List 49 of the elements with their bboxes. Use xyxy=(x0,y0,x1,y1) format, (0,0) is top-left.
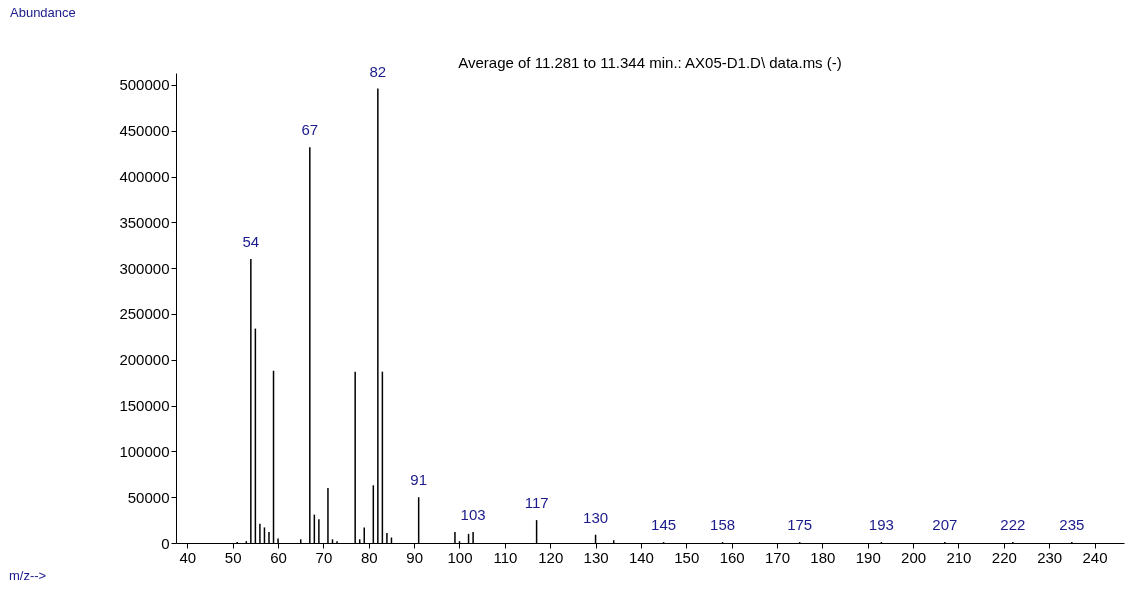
annotation: 130 xyxy=(583,508,609,526)
x-tick-label: 150 xyxy=(674,548,700,566)
text: m/z--> xyxy=(9,568,47,583)
x-tick-label: 80 xyxy=(360,548,378,566)
x-tick-label: 190 xyxy=(855,548,881,566)
annotation: 145 xyxy=(651,516,677,534)
annotation: 207 xyxy=(932,516,958,534)
x-tick-label: 170 xyxy=(764,548,791,566)
annotation: 193 xyxy=(868,516,894,534)
y-tick-label: 300000 xyxy=(119,259,170,277)
y-tick-label: 500000 xyxy=(119,76,170,94)
y-tick-label: 50000 xyxy=(127,488,170,506)
chart-title: Average of 11.281 to 11.344 min.: AX05-D1.D\ data.ms (-) xyxy=(458,54,842,71)
x-tick-label: 120 xyxy=(538,548,564,566)
x-tick-label: 60 xyxy=(270,548,287,566)
annotation: 158 xyxy=(710,516,736,534)
x-tick-label: 130 xyxy=(583,548,609,566)
x-tick-label: 110 xyxy=(493,548,518,566)
annotation: 175 xyxy=(787,516,813,534)
y-tick-label: 350000 xyxy=(119,213,170,231)
x-tick-label: 200 xyxy=(901,548,927,566)
x-tick-label: 40 xyxy=(179,548,197,566)
annotation: 67 xyxy=(301,121,319,139)
annotation: 82 xyxy=(369,62,387,80)
x-tick-label: 140 xyxy=(628,548,654,566)
y-tick-label: 450000 xyxy=(119,122,170,140)
annotation: 103 xyxy=(460,506,486,524)
y-tick-label: 400000 xyxy=(119,168,170,186)
annotation: 117 xyxy=(524,494,549,512)
x-tick-label: 210 xyxy=(946,548,972,566)
x-tick-label: 160 xyxy=(719,548,745,566)
annotation: 54 xyxy=(242,232,260,250)
y-tick-label: 200000 xyxy=(119,351,170,369)
annotation: 222 xyxy=(1000,516,1026,534)
x-tick-label: 180 xyxy=(810,548,836,566)
y-tick-label: 150000 xyxy=(119,397,170,415)
x-tick-label: 240 xyxy=(1082,548,1108,566)
y-tick-label: 0 xyxy=(161,534,170,552)
x-tick-label: 100 xyxy=(447,548,473,566)
text: Abundance xyxy=(10,5,76,20)
x-tick-label: 230 xyxy=(1037,548,1063,566)
x-tick-label: 50 xyxy=(224,548,242,566)
x-tick-label: 90 xyxy=(406,548,423,566)
annotation: 91 xyxy=(410,471,428,489)
annotation: 235 xyxy=(1059,516,1085,534)
y-tick-label: 250000 xyxy=(119,305,170,323)
x-tick-label: 70 xyxy=(315,548,333,566)
y-tick-label: 100000 xyxy=(119,442,170,460)
x-tick-label: 220 xyxy=(991,548,1017,566)
